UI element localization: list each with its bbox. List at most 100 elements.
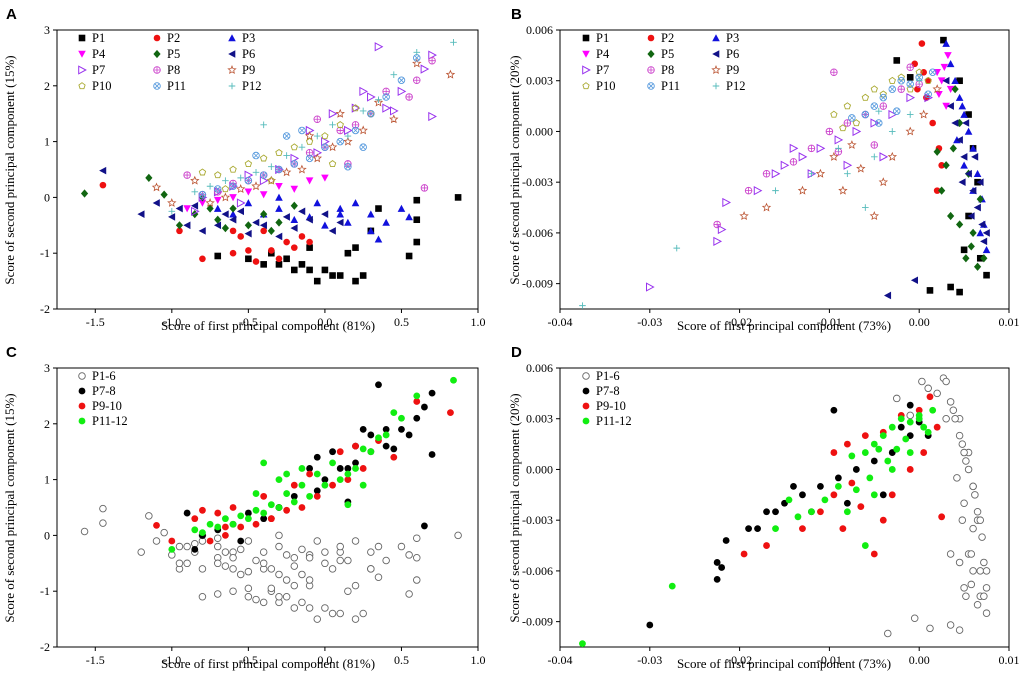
- data-points: [80, 38, 462, 285]
- data-point: [298, 545, 306, 554]
- data-point: [199, 529, 206, 537]
- data-point: [283, 506, 291, 514]
- data-point: [244, 160, 253, 168]
- data-point: [978, 220, 986, 229]
- data-point: [413, 49, 421, 56]
- data-point: [99, 181, 107, 189]
- series-p11-12: [168, 376, 457, 553]
- data-point: [313, 492, 321, 500]
- x-axis-ticks: -0.04 -0.03 -0.02 -0.01 0.00 0.01: [548, 647, 1020, 667]
- data-point: [183, 205, 191, 213]
- data-point: [290, 481, 298, 489]
- data-point: [958, 516, 967, 524]
- data-point: [328, 609, 337, 618]
- legend-item: P1: [78, 31, 105, 45]
- data-point: [821, 496, 829, 504]
- legend: P1 P2 P3 P4 P5 P6 P7 P8 P9 P10 P11 P12: [582, 31, 745, 93]
- data-point: [244, 537, 253, 545]
- legend-marker: [712, 50, 720, 58]
- data-point: [275, 261, 283, 268]
- data-point: [152, 537, 161, 545]
- data-point: [428, 389, 436, 397]
- data-point: [405, 93, 413, 101]
- data-point: [973, 262, 982, 271]
- legend: P1 P2 P3 P4 P5 P6 P7 P8 P9 P10 P11 P12: [78, 31, 261, 93]
- data-point: [973, 600, 982, 609]
- data-point: [413, 76, 421, 84]
- data-point: [955, 136, 963, 144]
- data-point: [359, 445, 367, 453]
- data-point: [199, 506, 206, 514]
- data-point: [976, 567, 985, 575]
- data-point: [206, 182, 214, 190]
- data-point: [191, 545, 199, 553]
- data-point: [982, 229, 990, 237]
- data-point: [955, 431, 964, 440]
- data-point: [367, 548, 375, 556]
- data-point: [962, 119, 970, 127]
- data-point: [336, 476, 344, 483]
- data-point: [862, 204, 869, 211]
- data-point: [329, 272, 336, 279]
- data-point: [168, 537, 176, 545]
- data-point: [405, 252, 413, 260]
- legend-label: P10: [596, 79, 615, 93]
- data-point: [344, 249, 352, 257]
- data-point: [978, 533, 986, 541]
- data-point: [838, 185, 848, 195]
- series-p1-6: [884, 374, 991, 638]
- data-point: [183, 542, 191, 551]
- data-point: [176, 227, 183, 235]
- data-point: [973, 169, 982, 178]
- data-point: [305, 576, 314, 584]
- series-p2: [911, 40, 945, 194]
- data-point: [183, 559, 191, 568]
- data-point: [852, 466, 860, 473]
- legend-label: P11-12: [92, 414, 128, 428]
- data-point: [267, 501, 275, 509]
- data-point: [237, 512, 245, 520]
- data-point: [888, 423, 896, 431]
- legend-label: P1-6: [92, 369, 116, 383]
- data-point: [343, 136, 353, 146]
- data-point: [275, 593, 283, 601]
- y-tick-label: 0.000: [526, 462, 553, 476]
- series-p6: [99, 166, 344, 241]
- data-point: [646, 621, 654, 629]
- data-point: [397, 204, 406, 212]
- data-point: [969, 186, 977, 195]
- x-tick-label: -0.5: [239, 315, 258, 329]
- legend-item: P6: [712, 47, 739, 61]
- data-point: [967, 212, 975, 220]
- data-point: [329, 121, 336, 129]
- series-p10: [198, 104, 375, 193]
- data-point: [198, 227, 206, 235]
- data-point: [260, 515, 268, 523]
- data-point: [236, 184, 246, 194]
- data-point: [351, 199, 360, 207]
- legend-label: P11-12: [596, 414, 632, 428]
- legend-item: P9-10: [78, 399, 122, 413]
- legend-label: P1: [92, 31, 105, 45]
- data-point: [183, 171, 191, 179]
- data-point: [825, 127, 834, 136]
- legend-marker: [227, 65, 237, 75]
- data-point: [861, 432, 869, 440]
- data-point: [259, 154, 268, 162]
- y-tick-label: 0.003: [526, 74, 553, 88]
- panel-a: A -1.5 -1.0 -0.5 0.0 0.5 1.0 -2 -1 0 1 2 3 Score of f…: [2, 6, 486, 333]
- data-point: [870, 141, 879, 149]
- panel-label: C: [6, 344, 17, 361]
- x-tick-label: -0.03: [637, 315, 662, 329]
- data-point: [222, 532, 229, 539]
- data-point: [960, 161, 968, 169]
- data-point: [168, 545, 176, 553]
- data-point: [893, 107, 901, 115]
- data-point: [834, 474, 842, 482]
- data-point: [374, 235, 383, 243]
- data-point: [290, 266, 298, 274]
- data-point: [929, 119, 936, 127]
- data-point: [982, 609, 991, 617]
- data-point: [344, 132, 352, 140]
- data-point: [761, 202, 772, 212]
